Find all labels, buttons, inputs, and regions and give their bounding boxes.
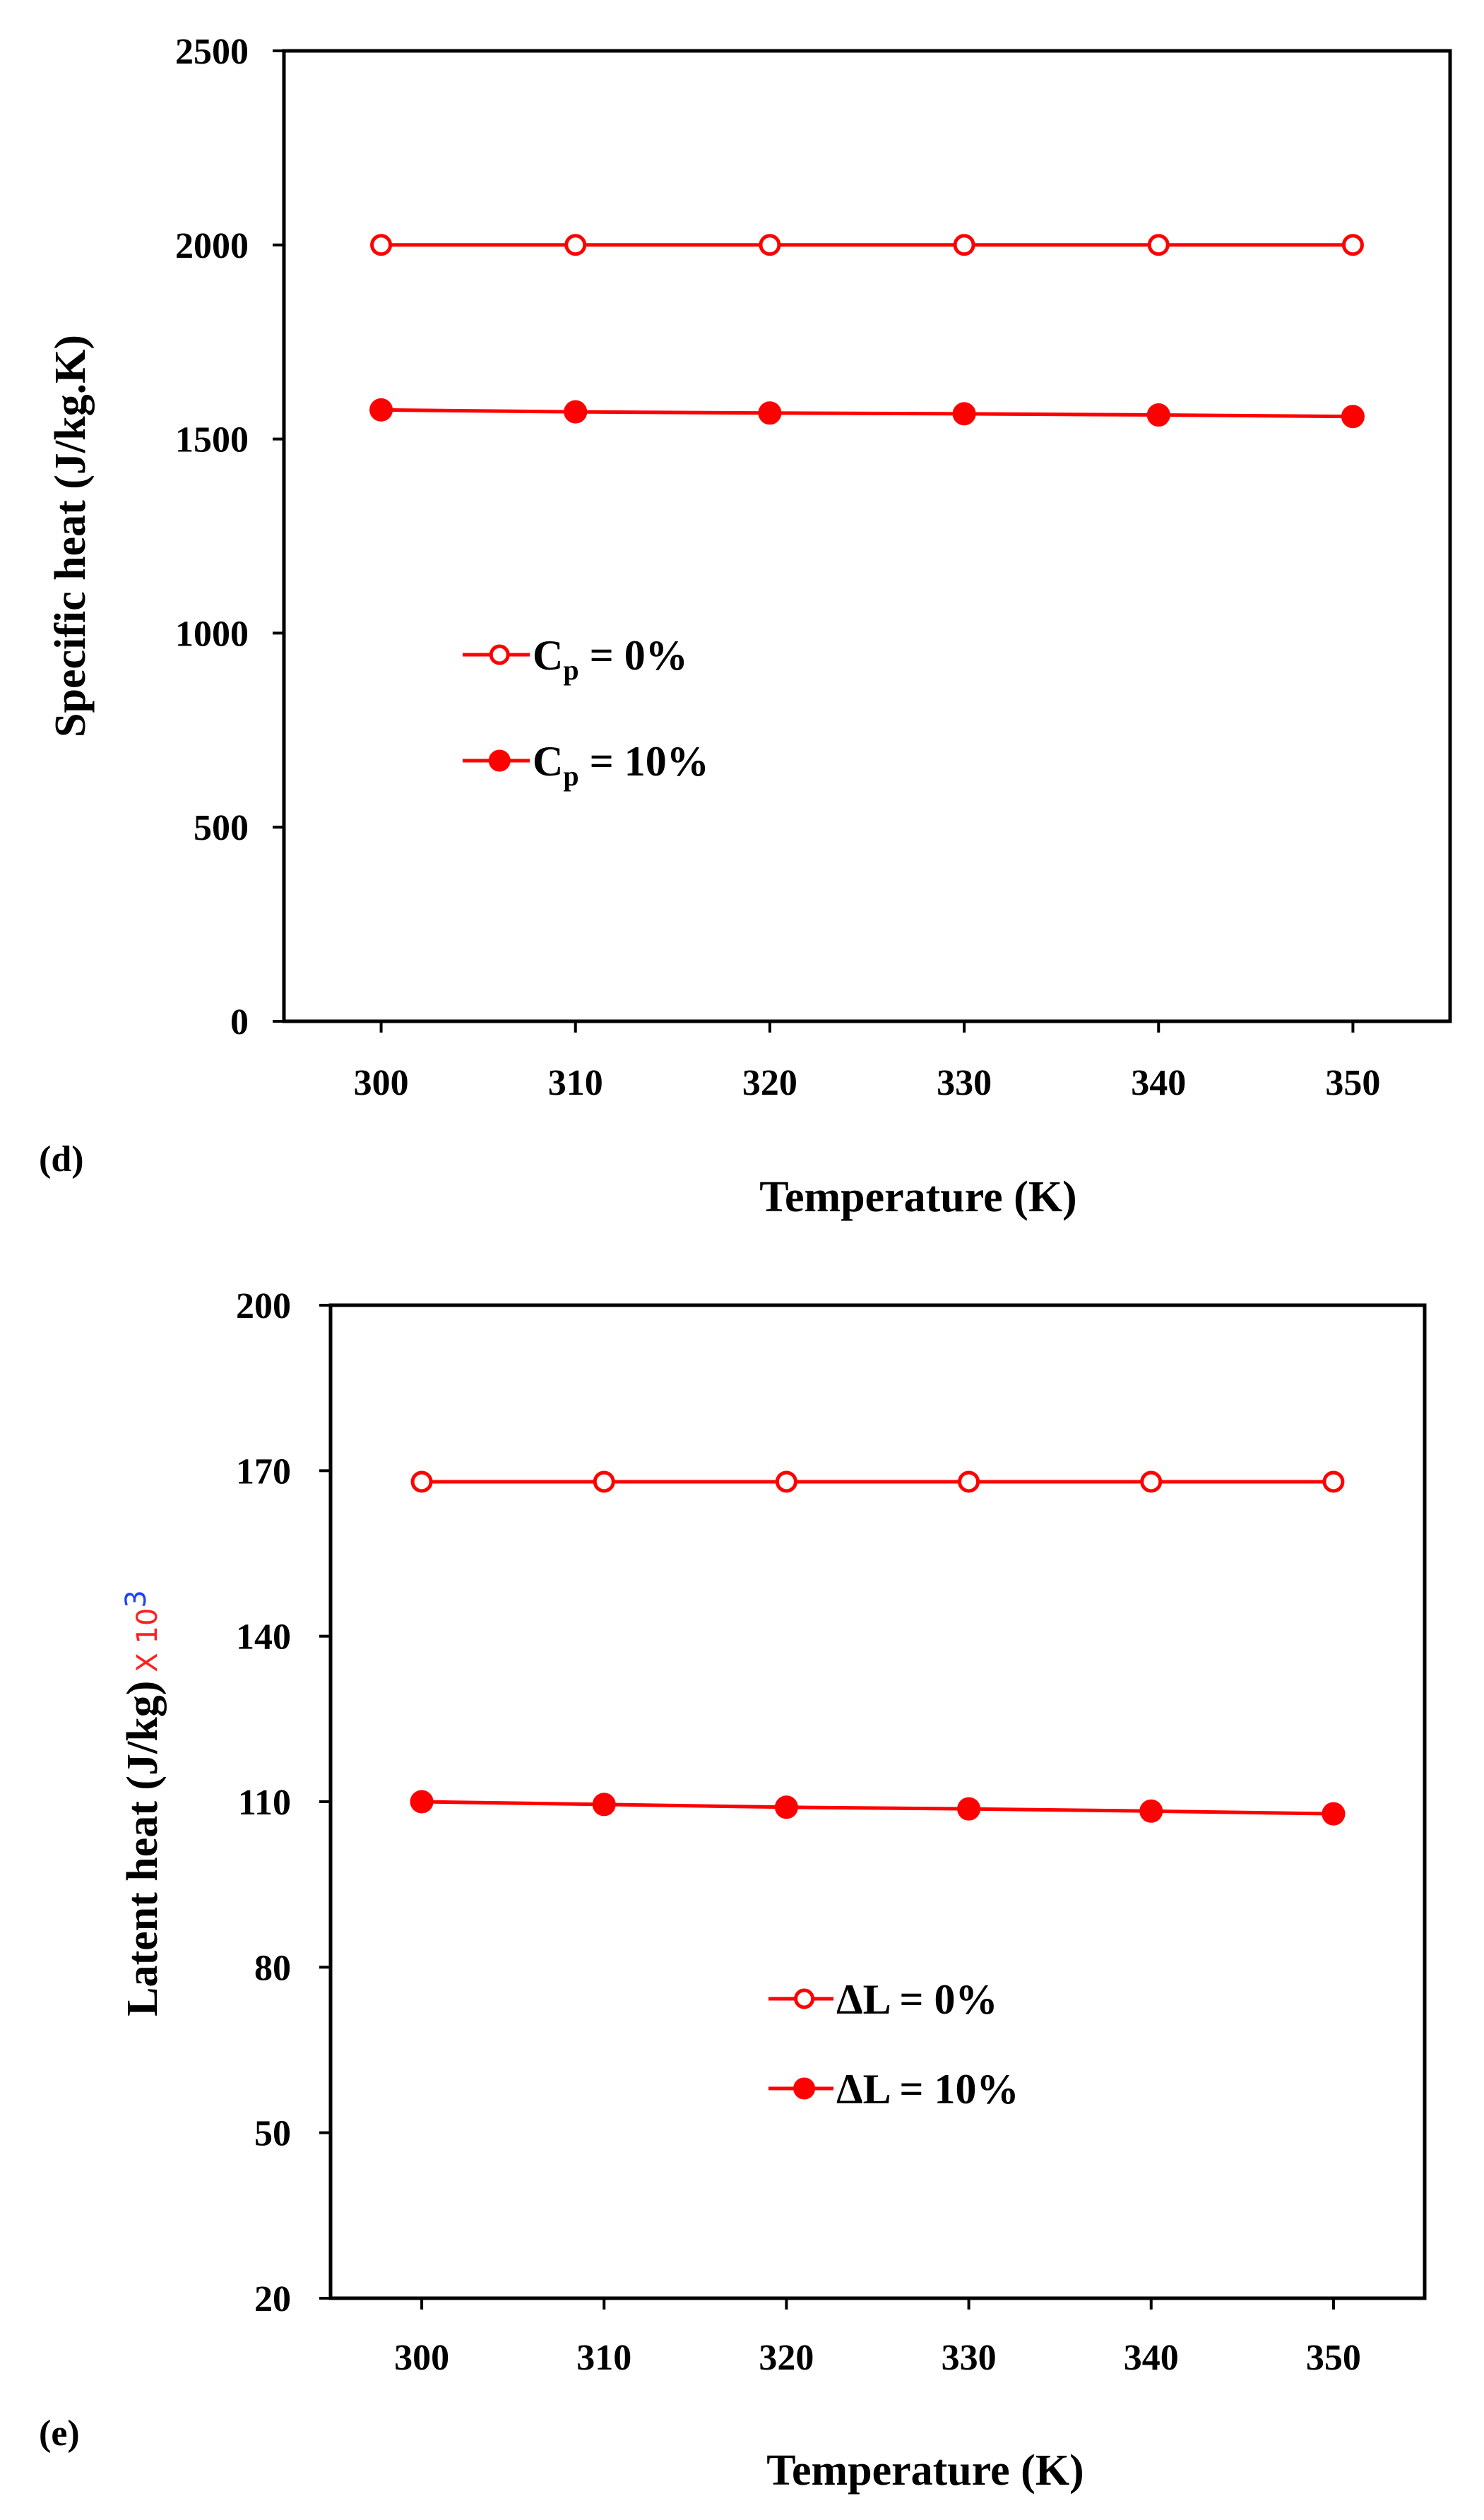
legend-marker bbox=[488, 749, 511, 772]
y-tick-label: 1500 bbox=[175, 420, 249, 460]
data-point bbox=[1147, 234, 1170, 256]
data-point bbox=[957, 1797, 981, 1821]
data-point bbox=[564, 400, 588, 424]
legend-subscript: p bbox=[563, 654, 578, 686]
legend-label: ΔL = 10% bbox=[836, 2066, 1019, 2112]
legend-marker bbox=[794, 1988, 815, 2009]
x-axis-title: Temperature (K) bbox=[759, 1173, 1076, 1221]
legend-main: C bbox=[533, 632, 563, 679]
legend-entry-0: Cp = 0% bbox=[463, 632, 688, 686]
y-tick-label: 500 bbox=[194, 808, 249, 848]
data-point bbox=[952, 402, 976, 426]
y-axis-title-main: Specific heat (J/kg.K) bbox=[47, 335, 95, 737]
data-point bbox=[958, 1470, 980, 1493]
y-tick-label: 2000 bbox=[175, 226, 249, 266]
x-tick-label: 300 bbox=[394, 2338, 449, 2378]
x-tick-label: 320 bbox=[759, 2338, 814, 2378]
y-axis-title-multiplier: X 10 bbox=[131, 1608, 164, 1672]
series-1 bbox=[369, 398, 1365, 429]
chart-panel-d: 0 500 1000 1500 2000 2500 300 310 320 330 340 350 Cp… bbox=[39, 32, 1452, 1221]
legend-label: Cp = 0% bbox=[533, 632, 688, 686]
y-tick-label: 0 bbox=[230, 1002, 249, 1042]
data-point bbox=[1341, 405, 1365, 429]
legend-entry-1: ΔL = 10% bbox=[768, 2066, 1019, 2112]
y-axis-title: Specific heat (J/kg.K) bbox=[47, 335, 95, 737]
data-point bbox=[1139, 1799, 1163, 1823]
data-point bbox=[410, 1790, 434, 1814]
legend-entry-1: Cp = 10% bbox=[463, 738, 709, 792]
series-line bbox=[381, 408, 1353, 419]
y-tick-label: 140 bbox=[236, 1617, 291, 1658]
x-tick-label: 350 bbox=[1306, 2338, 1361, 2378]
x-tick-label: 350 bbox=[1325, 1063, 1380, 1103]
y-axis-title-main: Latent heat (J/kg) bbox=[119, 1681, 167, 2016]
x-tick-label: 340 bbox=[1124, 2338, 1179, 2378]
data-point bbox=[775, 1470, 797, 1493]
data-point bbox=[410, 1470, 433, 1493]
data-point bbox=[564, 234, 587, 256]
legend-main: C bbox=[533, 738, 563, 785]
data-point bbox=[1146, 403, 1170, 427]
x-tick-label: 300 bbox=[354, 1063, 409, 1103]
y-tick-label: 170 bbox=[236, 1451, 291, 1492]
chart-panel-e: 20 50 80 110 140 170 200 300 310 320 330 340 350 ΔL =… bbox=[39, 1286, 1427, 2495]
legend-entry-0: ΔL = 0% bbox=[768, 1976, 998, 2023]
legend-marker bbox=[793, 2077, 816, 2100]
data-point bbox=[370, 234, 393, 256]
data-point bbox=[758, 401, 782, 425]
plot-frame bbox=[282, 49, 1452, 1023]
x-axis-title: Temperature (K) bbox=[766, 2447, 1084, 2495]
x-tick-label: 330 bbox=[937, 1063, 992, 1103]
data-point bbox=[1140, 1470, 1163, 1493]
y-axis-title: Latent heat (J/kg) X 103 bbox=[119, 1590, 167, 2016]
y-tick-label: 50 bbox=[254, 2114, 291, 2154]
legend-marker bbox=[489, 644, 510, 665]
y-tick-label: 2500 bbox=[175, 32, 249, 72]
data-point bbox=[774, 1795, 798, 1819]
panel-label: (d) bbox=[39, 1139, 84, 1179]
data-point bbox=[1341, 234, 1364, 256]
series-0 bbox=[370, 234, 1364, 256]
y-tick-label: 110 bbox=[238, 1783, 291, 1823]
x-tick-label: 310 bbox=[576, 2338, 631, 2378]
legend-rest: = 0% bbox=[579, 632, 688, 679]
x-tick-label: 340 bbox=[1131, 1063, 1186, 1103]
data-point bbox=[953, 234, 975, 256]
x-tick-label: 320 bbox=[742, 1063, 797, 1103]
y-tick-label: 200 bbox=[236, 1286, 291, 1326]
data-point bbox=[592, 1793, 616, 1817]
data-point bbox=[1322, 1802, 1346, 1826]
legend-main: ΔL = 0% bbox=[836, 1976, 998, 2023]
y-axis-title-exponent: 3 bbox=[120, 1590, 153, 1607]
series-line bbox=[422, 1800, 1334, 1816]
y-tick-label: 1000 bbox=[175, 614, 249, 654]
legend-subscript: p bbox=[563, 760, 578, 792]
legend-label: ΔL = 0% bbox=[836, 1976, 998, 2023]
legend-main: ΔL = 10% bbox=[836, 2066, 1019, 2112]
legend-rest: = 10% bbox=[579, 738, 709, 785]
panel-label: (e) bbox=[39, 2413, 80, 2454]
data-point bbox=[593, 1470, 615, 1493]
series-0 bbox=[410, 1470, 1345, 1493]
y-tick-label: 20 bbox=[254, 2279, 291, 2319]
data-point bbox=[369, 398, 393, 422]
x-tick-label: 310 bbox=[548, 1063, 603, 1103]
data-point bbox=[759, 234, 781, 256]
series-1 bbox=[410, 1790, 1346, 1826]
data-point bbox=[1322, 1470, 1345, 1493]
x-tick-label: 330 bbox=[942, 2338, 997, 2378]
legend-label: Cp = 10% bbox=[533, 738, 709, 792]
y-tick-label: 80 bbox=[254, 1948, 291, 1988]
